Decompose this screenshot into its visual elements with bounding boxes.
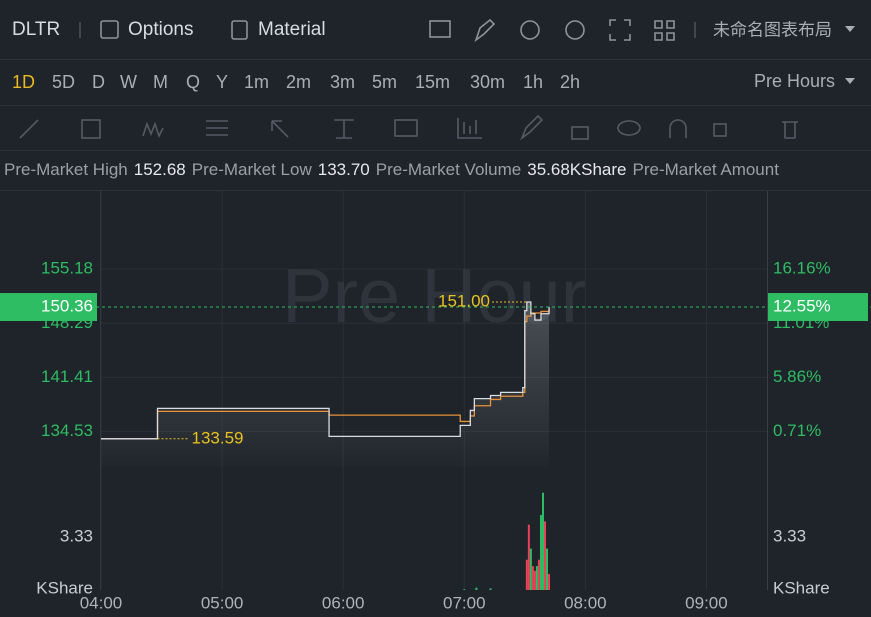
volume-bar xyxy=(531,566,534,590)
stats-line: Pre-Market High 152.68 Pre-Market Low 133.7… xyxy=(4,160,779,179)
stat-value: 152.68 xyxy=(134,160,186,179)
edit-icon[interactable] xyxy=(474,18,496,43)
period-button[interactable]: 15m xyxy=(415,72,450,92)
layout-name[interactable]: 未命名图表布局 xyxy=(713,20,832,39)
y2-tick-label: 16.16% xyxy=(773,259,831,278)
volume-bar xyxy=(463,589,466,590)
volume-bar xyxy=(544,521,546,590)
volume-tick-label: 3.33 xyxy=(60,526,93,545)
current-price-box xyxy=(0,293,97,322)
stat-label: Pre-Market Volume xyxy=(376,160,522,179)
tool-chart[interactable] xyxy=(457,118,482,139)
options-icon xyxy=(100,20,119,39)
tool-fib[interactable] xyxy=(206,120,228,136)
tool-pen[interactable] xyxy=(520,114,544,141)
tool-line[interactable] xyxy=(19,119,39,139)
stat-value: 133.70 xyxy=(318,160,370,179)
period-bar: 1D 5D D W M Q Y 1m 2m 3m 5m 15m 30m 1h 2h xyxy=(12,72,580,92)
price-line xyxy=(101,301,550,440)
fullscreen-icon[interactable] xyxy=(609,19,631,41)
period-button[interactable]: 2h xyxy=(560,72,580,92)
volume-tick-label: 3.33 xyxy=(773,526,806,545)
chart: 04:00 05:00 06:00 07:00 08:00 09:00 134.53 141.… xyxy=(0,191,871,612)
dropdown-caret xyxy=(845,78,855,84)
tool-eye[interactable] xyxy=(617,120,641,136)
symbol[interactable]: DLTR xyxy=(12,19,60,40)
period-button[interactable]: 1D xyxy=(12,72,35,92)
x-tick-label: 06:00 xyxy=(322,593,365,612)
y-tick-label: 155.18 xyxy=(41,259,93,278)
tool-pattern[interactable] xyxy=(142,121,164,139)
x-tick-label: 08:00 xyxy=(564,593,607,612)
tool-copy[interactable] xyxy=(713,123,727,137)
options-button[interactable]: Options xyxy=(128,19,193,40)
volume-unit: KShare xyxy=(773,578,830,597)
period-button[interactable]: 1m xyxy=(244,72,269,92)
period-button[interactable]: 2m xyxy=(286,72,311,92)
price-area xyxy=(101,302,550,467)
tool-rect[interactable] xyxy=(81,119,101,139)
current-pct-box xyxy=(768,293,868,322)
period-button[interactable]: 30m xyxy=(470,72,505,92)
period-button[interactable]: D xyxy=(92,72,105,92)
x-tick-label: 09:00 xyxy=(685,593,728,612)
tool-arrow[interactable] xyxy=(271,120,289,138)
volume-bar xyxy=(548,574,551,590)
period-button[interactable]: 1h xyxy=(523,72,543,92)
low-marker-label: 133.59 xyxy=(192,428,244,447)
volume-bar xyxy=(546,548,549,590)
y-tick-label: 134.53 xyxy=(41,421,93,440)
indicator-icon[interactable] xyxy=(429,20,451,38)
period-button[interactable]: 3m xyxy=(330,72,355,92)
period-button[interactable]: W xyxy=(120,72,137,92)
volume-bar xyxy=(541,492,544,590)
volume-bar xyxy=(525,559,528,590)
session-select[interactable]: Pre Hours xyxy=(754,71,835,91)
refresh-icon[interactable] xyxy=(520,20,540,40)
period-button[interactable]: Y xyxy=(216,72,228,92)
volume-bar xyxy=(537,559,540,590)
x-tick-label: 05:00 xyxy=(201,593,244,612)
period-button[interactable]: M xyxy=(153,72,168,92)
volume-unit: KShare xyxy=(36,578,93,597)
tool-magnet[interactable] xyxy=(669,119,687,138)
settings-icon[interactable] xyxy=(565,20,585,40)
period-button[interactable]: 5D xyxy=(52,72,75,92)
top-icons[interactable] xyxy=(429,18,675,43)
volume-bar xyxy=(489,588,492,590)
x-tick-label: 04:00 xyxy=(80,593,123,612)
material-icon xyxy=(231,20,248,40)
y2-tick-label: 5.86% xyxy=(773,367,821,386)
volume-bar xyxy=(535,566,538,590)
tool-lock[interactable] xyxy=(571,126,589,140)
material-button[interactable]: Material xyxy=(258,19,326,40)
high-marker-label: 151.00 xyxy=(438,291,490,310)
price-line xyxy=(101,309,550,440)
stat-value: 35.68KShare xyxy=(527,160,626,179)
volume-bar xyxy=(533,570,536,590)
current-pct-label: 12.55% xyxy=(773,297,831,316)
stat-label: Pre-Market Amount xyxy=(633,160,780,179)
volume-bar xyxy=(539,515,542,590)
tool-delete[interactable] xyxy=(782,121,798,139)
tool-measure[interactable] xyxy=(334,119,354,139)
tool-text[interactable] xyxy=(394,119,418,137)
x-tick-label: 07:00 xyxy=(443,593,486,612)
y-tick-label: 141.41 xyxy=(41,367,93,386)
volume-bar xyxy=(475,587,478,590)
drawing-tools[interactable] xyxy=(19,114,798,141)
y2-tick-label: 0.71% xyxy=(773,421,821,440)
dropdown-caret xyxy=(845,26,855,32)
period-button[interactable]: Q xyxy=(186,72,200,92)
current-price-label: 150.36 xyxy=(41,297,93,316)
period-button[interactable]: 5m xyxy=(372,72,397,92)
stat-label: Pre-Market Low xyxy=(192,160,313,179)
volume-bar xyxy=(529,548,532,590)
stat-label: Pre-Market High xyxy=(4,160,128,179)
layout-icon[interactable] xyxy=(654,20,675,41)
volume-bar xyxy=(527,524,530,590)
